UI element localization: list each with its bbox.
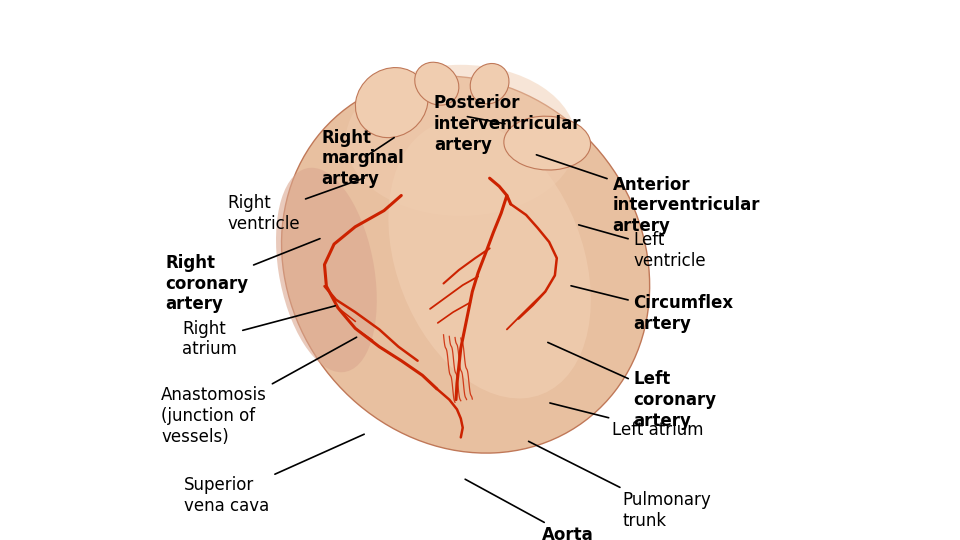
Text: Left
coronary
artery: Left coronary artery bbox=[548, 342, 717, 429]
Text: Superior
vena cava: Superior vena cava bbox=[184, 434, 364, 515]
Text: Posterior
interventricular
artery: Posterior interventricular artery bbox=[434, 94, 582, 154]
Text: Anastomosis
(junction of
vessels): Anastomosis (junction of vessels) bbox=[161, 337, 356, 445]
Text: Left
ventricle: Left ventricle bbox=[579, 225, 707, 270]
Text: Right
ventricle: Right ventricle bbox=[228, 178, 364, 233]
Text: Right
coronary
artery: Right coronary artery bbox=[165, 239, 320, 313]
Text: Anterior
interventricular
artery: Anterior interventricular artery bbox=[537, 155, 760, 235]
Text: Right
atrium: Right atrium bbox=[182, 306, 335, 359]
Ellipse shape bbox=[415, 62, 459, 105]
Text: Circumflex
artery: Circumflex artery bbox=[571, 286, 733, 333]
Text: Pulmonary
trunk: Pulmonary trunk bbox=[529, 441, 710, 530]
Ellipse shape bbox=[281, 76, 650, 453]
Ellipse shape bbox=[276, 168, 376, 372]
Ellipse shape bbox=[355, 68, 428, 138]
Text: Right
marginal
artery: Right marginal artery bbox=[322, 129, 404, 188]
Ellipse shape bbox=[389, 120, 590, 399]
Text: Left atrium: Left atrium bbox=[550, 403, 704, 439]
Text: Aorta: Aorta bbox=[466, 479, 594, 540]
Ellipse shape bbox=[504, 116, 590, 170]
Ellipse shape bbox=[346, 65, 576, 216]
Ellipse shape bbox=[470, 64, 509, 104]
